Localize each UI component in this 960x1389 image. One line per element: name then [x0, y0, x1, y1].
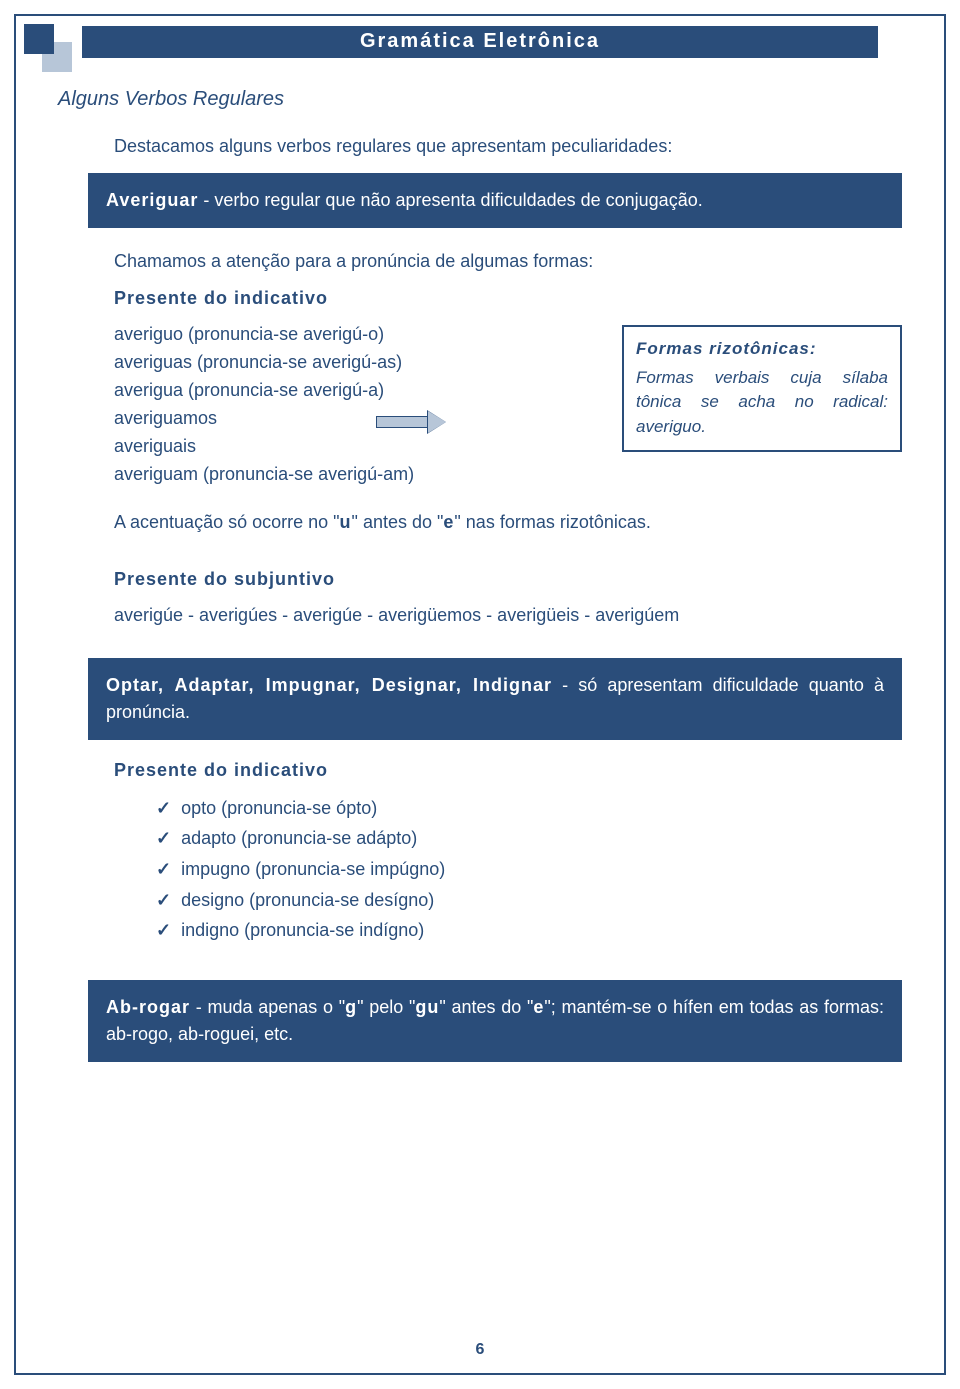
presente-indicativo-heading-2: Presente do indicativo — [114, 760, 902, 781]
verb-names: Optar, Adaptar, Impugnar, Designar, Indi… — [106, 675, 552, 695]
conjugation-list: averiguo (pronuncia-se averigú-o) averig… — [114, 321, 414, 488]
verb-box-abrogar: Ab-rogar - muda apenas o "g" pelo "gu" a… — [88, 980, 902, 1062]
conj-item: averiguam (pronuncia-se averigú-am) — [114, 461, 414, 489]
callout-title: Formas rizotônicas: — [636, 337, 888, 362]
check-list: opto (pronuncia-se ópto) adapto (pronunc… — [156, 793, 902, 946]
page-number: 6 — [0, 1341, 960, 1359]
conj-item: averiguo (pronuncia-se averigú-o) — [114, 321, 414, 349]
callout-box: Formas rizotônicas: Formas verbais cuja … — [622, 325, 902, 452]
verb-name: Ab-rogar — [106, 997, 190, 1017]
presente-indicativo-heading: Presente do indicativo — [114, 288, 902, 309]
callout-text: Formas verbais cuja sílaba tônica se ach… — [636, 366, 888, 440]
content: Alguns Verbos Regulares Destacamos algun… — [58, 88, 902, 1082]
verb-box-averiguar: Averiguar - verbo regular que não aprese… — [88, 173, 902, 228]
list-item: adapto (pronuncia-se adápto) — [156, 823, 902, 854]
intro-text: Destacamos alguns verbos regulares que a… — [114, 133, 902, 159]
list-item: designo (pronuncia-se desígno) — [156, 885, 902, 916]
verb-box-optar: Optar, Adaptar, Impugnar, Designar, Indi… — [88, 658, 902, 740]
verb-desc: - verbo regular que não apresenta dificu… — [198, 190, 702, 210]
section-title: Alguns Verbos Regulares — [58, 88, 902, 111]
list-item: impugno (pronuncia-se impúgno) — [156, 854, 902, 885]
conj-item: averiguamos — [114, 405, 414, 433]
conj-item: averigua (pronuncia-se averigú-a) — [114, 377, 414, 405]
attention-text: Chamamos a atenção para a pronúncia de a… — [114, 248, 902, 274]
header-title: Gramática Eletrônica — [0, 30, 960, 53]
conjugation-row: averiguo (pronuncia-se averigú-o) averig… — [114, 321, 902, 488]
conj-item: averiguas (pronuncia-se averigú-as) — [114, 349, 414, 377]
verb-name: Averiguar — [106, 190, 198, 210]
list-item: indigno (pronuncia-se indígno) — [156, 915, 902, 946]
subjuntivo-forms: averigúe - averigúes - averigúe - averig… — [114, 602, 902, 628]
arrow-icon — [376, 413, 446, 431]
list-item: opto (pronuncia-se ópto) — [156, 793, 902, 824]
conj-item: averiguais — [114, 433, 414, 461]
callout-wrap: Formas rizotônicas: Formas verbais cuja … — [436, 321, 902, 488]
accent-note: A acentuação só ocorre no "u" antes do "… — [114, 509, 902, 535]
presente-subjuntivo-heading: Presente do subjuntivo — [114, 569, 902, 590]
